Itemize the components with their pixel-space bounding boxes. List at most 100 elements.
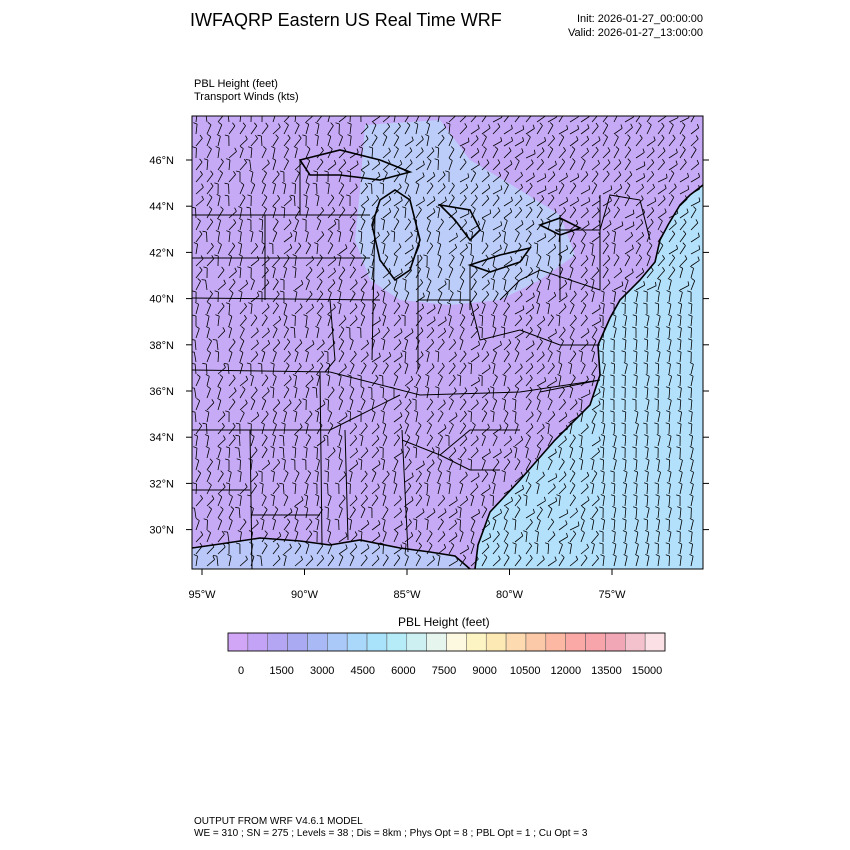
wind-barb-flag	[366, 195, 370, 200]
wind-barb-flag	[295, 469, 300, 474]
wind-barb	[536, 116, 546, 123]
state-boundary	[319, 371, 323, 546]
wind-barb	[349, 269, 356, 279]
wind-barb-flag	[462, 554, 467, 559]
wind-barb-flag	[323, 434, 328, 437]
wind-barb	[195, 534, 204, 543]
wind-barb	[459, 176, 469, 183]
wind-barb-flag	[667, 302, 672, 305]
wind-barb	[613, 285, 624, 291]
colorbar-swatch	[625, 632, 646, 652]
wind-barb	[679, 233, 687, 243]
wind-barb-flag	[337, 446, 342, 449]
wind-barb	[404, 259, 414, 267]
wind-barb-flag	[568, 362, 572, 365]
wind-barb	[602, 245, 609, 255]
wind-barb-flag	[493, 265, 497, 269]
wind-barb	[415, 257, 423, 267]
wind-barb	[294, 559, 303, 567]
wind-barb	[437, 292, 443, 303]
wind-barb-flag	[530, 279, 534, 284]
wind-barb	[503, 211, 513, 219]
wind-barb	[415, 139, 424, 147]
wind-barb	[305, 245, 312, 255]
wind-barb	[514, 318, 523, 327]
wind-barb-flag	[575, 219, 579, 224]
wind-barb	[250, 508, 254, 519]
wind-barb-flag	[605, 242, 609, 246]
wind-barb	[679, 245, 686, 255]
wind-barb-flag	[562, 111, 565, 114]
wind-barb-flag	[376, 555, 380, 560]
wind-barb-flag	[593, 470, 598, 474]
wind-barb-flag	[544, 137, 546, 142]
wind-barb-flag	[340, 182, 345, 186]
wind-barb	[437, 427, 447, 435]
wind-barb-flag	[262, 181, 266, 186]
wind-barb-flag	[309, 266, 313, 271]
wind-barb-flag	[325, 458, 330, 461]
wind-barb	[227, 532, 230, 543]
wind-barb-flag	[654, 302, 659, 305]
wind-barb-flag	[503, 241, 508, 245]
wind-barb	[272, 496, 275, 507]
wind-barb	[679, 340, 682, 351]
wind-barb	[459, 256, 465, 267]
wind-barb-flag	[676, 398, 681, 401]
wind-barb-flag	[689, 265, 694, 269]
wind-barb	[272, 126, 281, 135]
wind-barb	[514, 232, 520, 243]
wind-barb-flag	[585, 339, 589, 344]
wind-barb	[371, 438, 380, 447]
wind-barb	[437, 436, 443, 447]
wind-barb-flag	[598, 220, 601, 225]
wind-barb	[327, 245, 334, 255]
wind-barb	[481, 413, 488, 423]
wind-barb	[536, 243, 539, 255]
wind-barb-flag	[566, 245, 569, 250]
wind-barb	[492, 546, 500, 555]
wind-barb	[448, 535, 458, 543]
wind-barb-flag	[456, 290, 461, 293]
wind-barb	[382, 557, 389, 567]
wind-barb-flag	[546, 254, 551, 257]
wind-barb-flag	[529, 206, 533, 211]
wind-barb-flag	[651, 207, 655, 211]
wind-barb-flag	[612, 506, 617, 509]
wind-barb	[316, 472, 319, 483]
wind-barb-flag	[192, 146, 197, 149]
wind-barb-flag	[340, 386, 345, 390]
wind-barb	[514, 557, 522, 567]
wind-barb-flag	[327, 110, 331, 112]
wind-barb-flag	[505, 170, 509, 174]
wind-barb-flag	[553, 291, 557, 296]
wind-barb-flag	[556, 494, 561, 497]
wind-barb-flag	[500, 340, 502, 345]
wind-barb	[283, 424, 286, 435]
wind-barb-flag	[227, 253, 232, 257]
wind-barb	[459, 187, 468, 195]
wind-barb	[426, 388, 430, 399]
wind-barb-flag	[255, 351, 259, 355]
wind-barb-flag	[656, 277, 661, 281]
wind-barb	[569, 424, 573, 435]
wind-barb	[690, 460, 694, 471]
wind-barb	[327, 425, 334, 435]
wind-barb	[217, 330, 226, 339]
wind-barb	[316, 136, 319, 147]
wind-barb	[261, 449, 268, 459]
wind-barb-flag	[575, 507, 578, 512]
wind-barb	[294, 220, 299, 231]
wind-barb-flag	[531, 351, 534, 356]
wind-barb-flag	[513, 446, 518, 449]
wind-barb-flag	[271, 433, 276, 437]
wind-barb	[470, 151, 480, 159]
wind-barb	[294, 306, 303, 315]
wind-barb	[360, 126, 369, 135]
wind-barb	[426, 342, 434, 351]
wind-barb-flag	[207, 121, 212, 126]
wind-barb	[371, 304, 377, 315]
wind-barb	[283, 148, 289, 159]
wind-barb	[635, 315, 637, 327]
wind-barb	[393, 137, 400, 147]
